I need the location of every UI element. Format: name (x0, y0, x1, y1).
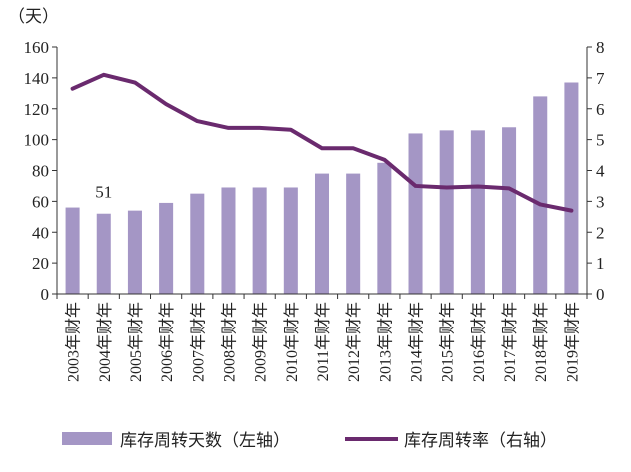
left-axis-ticks: 0 20 40 60 80 100 120 140 160 (24, 38, 57, 304)
right-tick-label: 6 (596, 100, 605, 119)
right-tick-label: 3 (596, 192, 605, 211)
category-label: 2005年财年 (127, 302, 145, 382)
right-tick-label: 1 (596, 254, 605, 273)
bar (221, 187, 236, 294)
right-tick-label: 4 (596, 162, 605, 181)
category-label: 2006年财年 (158, 302, 176, 382)
category-label: 2013年财年 (376, 302, 394, 382)
category-label: 2009年财年 (252, 302, 270, 382)
right-tick-label: 2 (596, 223, 605, 242)
bar (96, 213, 111, 294)
left-tick-label: 100 (24, 131, 50, 150)
left-axis-unit-label: （天） (8, 7, 59, 27)
bar (159, 202, 174, 294)
right-tick-label: 0 (596, 285, 605, 304)
category-label: 2018年财年 (532, 302, 550, 382)
legend-swatch-bar (62, 432, 112, 445)
left-tick-label: 40 (32, 223, 49, 242)
left-tick-label: 160 (24, 38, 50, 57)
line-path (70, 72, 574, 213)
category-axis-labels: 2003年财年 2004年财年 2005年财年 2006年财年 2007年财年 2008年… (65, 302, 582, 382)
legend: 库存周转天数（左轴） 库存周转率（右轴） (62, 431, 557, 451)
category-label: 2014年财年 (408, 302, 426, 382)
category-label: 2016年财年 (470, 302, 488, 382)
left-tick-label: 20 (32, 254, 49, 273)
right-axis-ticks: 0 1 2 3 4 5 6 7 8 (587, 38, 605, 304)
category-label: 2019年财年 (563, 302, 581, 382)
bar (408, 133, 423, 294)
bar (470, 130, 485, 294)
category-label: 2008年财年 (220, 302, 238, 382)
category-label: 2004年财年 (96, 302, 114, 382)
bar (252, 187, 267, 294)
line-series (70, 72, 574, 213)
bar (533, 96, 548, 295)
right-tick-label: 5 (596, 131, 605, 150)
bar (502, 127, 517, 295)
category-label: 2017年财年 (501, 302, 519, 382)
left-tick-label: 80 (32, 162, 49, 181)
bar (314, 173, 330, 294)
bar (127, 210, 142, 294)
legend-label-bar: 库存周转天数（左轴） (120, 431, 290, 451)
left-tick-label: 120 (24, 100, 50, 119)
right-tick-label: 8 (596, 38, 605, 57)
left-tick-label: 140 (24, 69, 50, 88)
left-tick-label: 60 (32, 192, 49, 211)
category-label: 2007年财年 (189, 302, 207, 382)
right-tick-label: 7 (596, 69, 605, 88)
bar-series (65, 82, 579, 295)
annotations: 51 (95, 183, 112, 202)
bar (283, 187, 298, 294)
legend-label-line: 库存周转率（右轴） (404, 431, 557, 451)
bar (65, 207, 80, 294)
bar (439, 130, 454, 294)
bar (346, 173, 361, 294)
bar (564, 82, 579, 294)
category-label: 2003年财年 (65, 302, 83, 382)
bar (190, 193, 205, 294)
bar-annotation: 51 (95, 183, 112, 202)
category-label: 2012年财年 (345, 302, 363, 382)
left-tick-label: 0 (41, 285, 50, 304)
category-label: 2010年财年 (283, 302, 301, 382)
category-label: 2015年财年 (439, 302, 457, 382)
category-label: 2011年财年 (314, 302, 332, 381)
bar (377, 162, 392, 294)
